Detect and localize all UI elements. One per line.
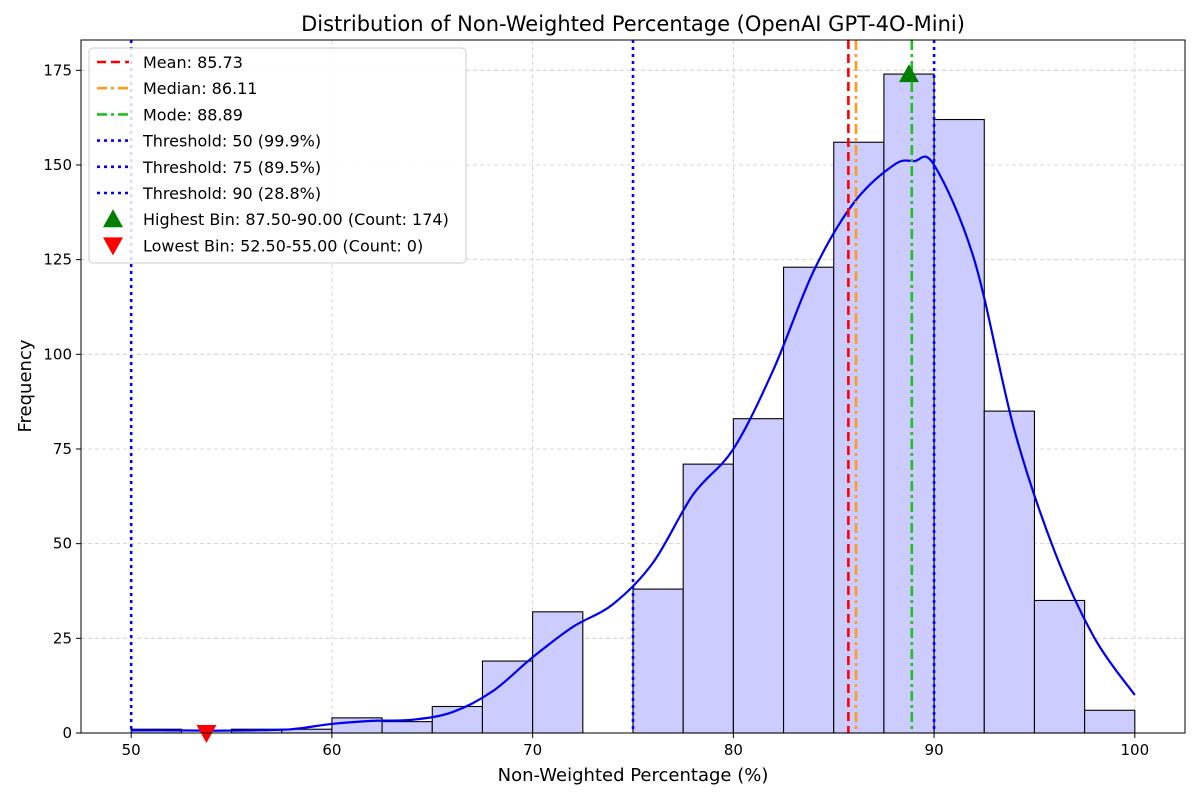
legend-label: Mean: 85.73 — [143, 53, 243, 72]
histogram-bar — [1084, 709, 1136, 734]
kde-curve-layer — [131, 155, 1136, 732]
histogram-bars — [130, 73, 1136, 734]
histogram-bar — [883, 73, 935, 734]
x-tick-label: 100 — [1120, 741, 1149, 759]
axes: 50 60 70 80 90 100 0 25 50 75 100 125 150 175 — [43, 61, 1149, 759]
histogram-bar — [732, 418, 785, 734]
y-tick-label: 25 — [53, 629, 72, 647]
legend-marker-swatch — [103, 237, 123, 256]
y-tick-label: 150 — [43, 156, 72, 174]
histogram-bar — [933, 118, 985, 734]
legend-label: Threshold: 50 (99.9%) — [142, 132, 321, 151]
y-tick-label: 75 — [53, 440, 72, 458]
kde-curve — [131, 155, 1136, 732]
histogram-bar — [381, 721, 433, 734]
legend-label: Highest Bin: 87.50-90.00 (Count: 174) — [143, 210, 449, 229]
legend-label: Lowest Bin: 52.50-55.00 (Count: 0) — [143, 236, 423, 255]
legend-label: Threshold: 90 (28.8%) — [142, 184, 321, 203]
histogram-bar — [481, 660, 534, 734]
x-tick-label: 70 — [523, 741, 542, 759]
histogram-bar — [1033, 599, 1086, 734]
legend-label: Threshold: 75 (89.5%) — [142, 158, 321, 177]
histogram-bar — [682, 463, 734, 734]
y-tick-label: 50 — [53, 535, 72, 553]
legend-marker-swatch — [103, 209, 123, 228]
x-tick-label: 80 — [724, 741, 743, 759]
y-tick-label: 125 — [43, 251, 72, 269]
y-tick-label: 0 — [62, 724, 72, 742]
x-tick-label: 50 — [122, 741, 141, 759]
legend-label: Mode: 88.89 — [143, 105, 243, 124]
highest-bin-marker — [899, 64, 919, 83]
y-tick-label: 100 — [43, 345, 72, 363]
x-tick-label: 60 — [322, 741, 341, 759]
bin-markers — [196, 64, 919, 743]
histogram-bar — [782, 266, 835, 734]
plot-frame — [80, 39, 1186, 734]
legend: Mean: 85.73 Median: 86.11 Mode: 88.89 Thres… — [88, 47, 467, 264]
x-tick-label: 90 — [925, 741, 944, 759]
histogram-bar — [833, 141, 885, 734]
y-axis-title: Frequency — [15, 339, 36, 432]
chart-title: Distribution of Non-Weighted Percentage … — [301, 12, 965, 36]
histogram-bar — [983, 410, 1036, 734]
histogram-bar — [632, 588, 684, 734]
x-axis-title: Non-Weighted Percentage (%) — [498, 765, 769, 786]
histogram-bar — [532, 611, 584, 734]
reference-lines — [129, 40, 936, 733]
y-tick-label: 175 — [43, 61, 72, 79]
lowest-bin-marker — [196, 725, 217, 743]
legend-box — [88, 47, 467, 264]
legend-label: Median: 86.11 — [143, 79, 257, 98]
